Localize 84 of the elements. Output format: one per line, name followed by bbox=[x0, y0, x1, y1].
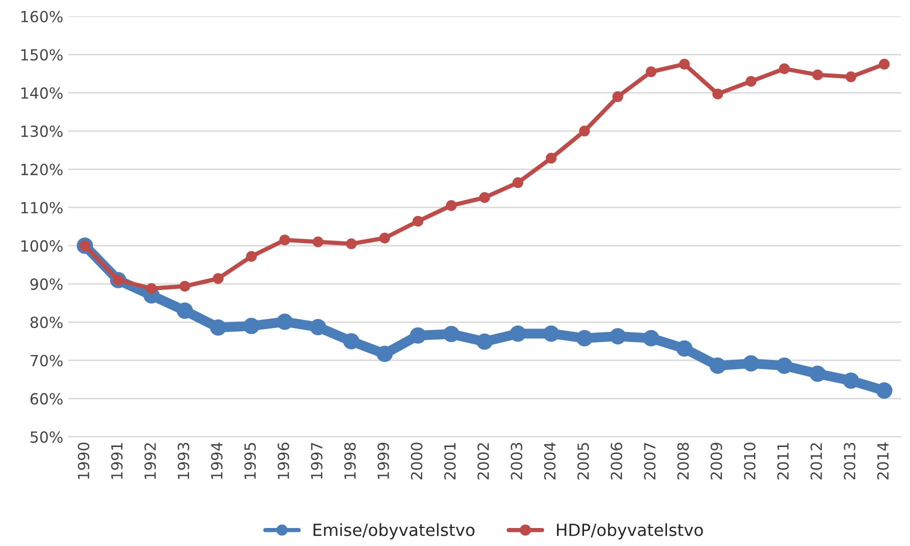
point bbox=[243, 318, 260, 334]
x-tick-label: 2004 bbox=[544, 442, 556, 480]
point bbox=[846, 71, 856, 82]
point bbox=[479, 192, 490, 203]
point bbox=[279, 234, 290, 246]
point bbox=[476, 333, 493, 350]
point bbox=[612, 91, 624, 102]
point bbox=[210, 319, 226, 336]
point bbox=[742, 355, 760, 372]
point bbox=[543, 325, 560, 342]
point bbox=[776, 358, 792, 374]
y-tick-label: 130% bbox=[21, 126, 63, 138]
point bbox=[146, 283, 157, 294]
x-tick-label: 2000 bbox=[410, 442, 422, 480]
point bbox=[212, 273, 224, 284]
x-tick-label: 1993 bbox=[178, 442, 190, 479]
point bbox=[443, 326, 460, 342]
point bbox=[778, 63, 790, 74]
point bbox=[809, 366, 826, 382]
y-tick-label: 100% bbox=[21, 240, 63, 252]
point bbox=[746, 76, 756, 87]
y-tick-label: 140% bbox=[21, 87, 63, 99]
x-tick-label: 2012 bbox=[810, 443, 822, 480]
x-tick-label: 1999 bbox=[378, 442, 390, 479]
point bbox=[276, 314, 293, 330]
point bbox=[642, 330, 660, 346]
x-tick-label: 1995 bbox=[244, 442, 256, 479]
point bbox=[710, 358, 726, 374]
point bbox=[176, 302, 193, 319]
x-tick-label: 2011 bbox=[777, 443, 789, 480]
legend-label: HDP/obyvatelstvo bbox=[557, 523, 703, 540]
y-tick-label: 70% bbox=[30, 354, 63, 366]
point bbox=[410, 327, 426, 344]
x-tick-label: 2013 bbox=[844, 442, 856, 480]
x-tick-label: 1992 bbox=[144, 443, 156, 479]
point bbox=[676, 340, 693, 357]
point bbox=[310, 318, 326, 336]
y-tick-label: 50% bbox=[30, 431, 63, 443]
x-tick-label: 1994 bbox=[211, 442, 223, 479]
point bbox=[379, 232, 390, 244]
y-tick-label: 110% bbox=[21, 202, 63, 214]
y-tick-label: 80% bbox=[30, 316, 63, 328]
point bbox=[646, 66, 656, 78]
point bbox=[346, 238, 357, 250]
point bbox=[246, 251, 257, 262]
point bbox=[512, 177, 524, 188]
point bbox=[610, 328, 626, 344]
x-tick-label: 2007 bbox=[644, 442, 656, 480]
point bbox=[546, 152, 557, 164]
legend-label: Emise/obyvatelstvo bbox=[314, 523, 474, 540]
point bbox=[412, 216, 424, 227]
y-tick-label: 150% bbox=[21, 49, 63, 61]
point bbox=[878, 58, 890, 70]
y-tick-label: 160% bbox=[21, 10, 63, 22]
x-tick-label: 2002 bbox=[477, 443, 490, 480]
y-tick-label: 120% bbox=[21, 164, 63, 176]
y-tick-label: 90% bbox=[30, 278, 63, 290]
point bbox=[376, 346, 393, 362]
y-tick-label: 60% bbox=[30, 393, 63, 405]
x-tick-label: 2008 bbox=[677, 442, 689, 480]
x-tick-label: 2001 bbox=[444, 443, 456, 480]
point bbox=[179, 280, 190, 292]
point bbox=[510, 325, 526, 342]
point bbox=[576, 330, 593, 346]
point bbox=[343, 333, 360, 350]
point bbox=[446, 200, 457, 211]
x-tick-label: 1997 bbox=[310, 442, 322, 479]
point bbox=[812, 69, 824, 80]
x-tick-label: 2010 bbox=[744, 442, 756, 480]
point bbox=[312, 236, 324, 248]
point bbox=[679, 58, 690, 70]
point bbox=[579, 126, 590, 136]
x-tick-label: 2005 bbox=[577, 442, 589, 480]
x-tick-label: 1996 bbox=[278, 442, 290, 479]
point bbox=[712, 88, 724, 100]
x-tick-label: 2009 bbox=[710, 442, 722, 480]
x-tick-label: 2014 bbox=[877, 442, 889, 480]
x-tick-label: 1991 bbox=[111, 443, 123, 479]
point bbox=[842, 372, 860, 389]
x-tick-label: 1998 bbox=[344, 442, 356, 479]
x-tick-label: 2003 bbox=[510, 442, 522, 480]
point bbox=[876, 382, 892, 399]
x-tick-label: 1990 bbox=[78, 442, 90, 479]
x-tick-label: 2006 bbox=[610, 442, 622, 480]
